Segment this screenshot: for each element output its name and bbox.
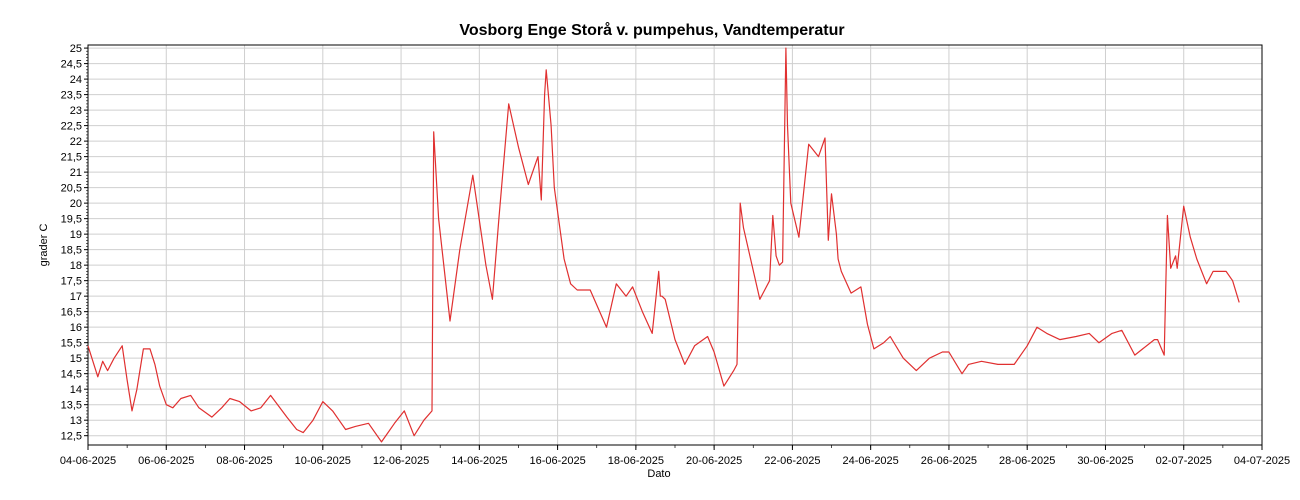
y-tick-label: 16,5 [61,307,82,319]
y-tick-label: 13,5 [61,400,82,412]
y-tick-label: 22,5 [61,121,82,133]
y-tick-label: 20 [70,198,82,210]
x-tick-label: 22-06-2025 [764,455,820,467]
y-tick-label: 15 [70,353,82,365]
x-tick-label: 30-06-2025 [1077,455,1133,467]
y-tick-label: 25 [70,43,82,55]
x-tick-label: 02-07-2025 [1156,455,1212,467]
x-tick-label: 06-06-2025 [138,455,194,467]
y-tick-label: 22 [70,136,82,148]
y-tick-label: 16 [70,322,82,334]
y-tick-label: 19 [70,229,82,241]
y-tick-label: 14,5 [61,369,82,381]
y-tick-label: 18,5 [61,245,82,257]
y-tick-label: 21,5 [61,152,82,164]
x-tick-label: 08-06-2025 [216,455,272,467]
y-tick-label: 23 [70,105,82,117]
x-tick-label: 20-06-2025 [686,455,742,467]
y-tick-label: 23,5 [61,90,82,102]
y-tick-label: 12,5 [61,431,82,443]
series-layer [87,47,1240,443]
y-tick-label: 19,5 [61,214,82,226]
y-tick-label: 24,5 [61,59,82,71]
x-tick-label: 14-06-2025 [451,455,507,467]
y-tick-label: 17 [70,291,82,303]
y-tick-label: 13 [70,415,82,427]
y-tick-label: 15,5 [61,338,82,350]
x-tick-label: 16-06-2025 [529,455,585,467]
x-tick-label: 28-06-2025 [999,455,1055,467]
y-tick-label: 17,5 [61,276,82,288]
x-tick-label: 26-06-2025 [921,455,977,467]
x-tick-label: 10-06-2025 [295,455,351,467]
x-tick-label: 04-06-2025 [60,455,116,467]
grid [87,45,1263,445]
y-axis-label: grader C [38,224,50,267]
y-tick-label: 21 [70,167,82,179]
x-axis-label: Dato [647,468,670,480]
x-tick-label: 04-07-2025 [1234,455,1290,467]
x-tick-label: 12-06-2025 [373,455,429,467]
series-line-0 [87,47,1240,443]
y-axis: 12,5 13 13,5 14 14,5 15 15,5 16 16,5 17 17,5 18 18,5… [61,43,88,443]
x-tick-label: 24-06-2025 [843,455,899,467]
x-axis: 04-06-2025 06-06-2025 08-06-2025 10-06-2025… [60,445,1290,467]
y-tick-label: 14 [70,384,82,396]
x-tick-label: 18-06-2025 [608,455,664,467]
y-tick-label: 24 [70,74,82,86]
plot-area [87,44,1263,446]
chart-title: Vosborg Enge Storå v. pumpehus, Vandtemp… [459,21,844,39]
y-tick-label: 18 [70,260,82,272]
y-tick-label: 20,5 [61,183,82,195]
